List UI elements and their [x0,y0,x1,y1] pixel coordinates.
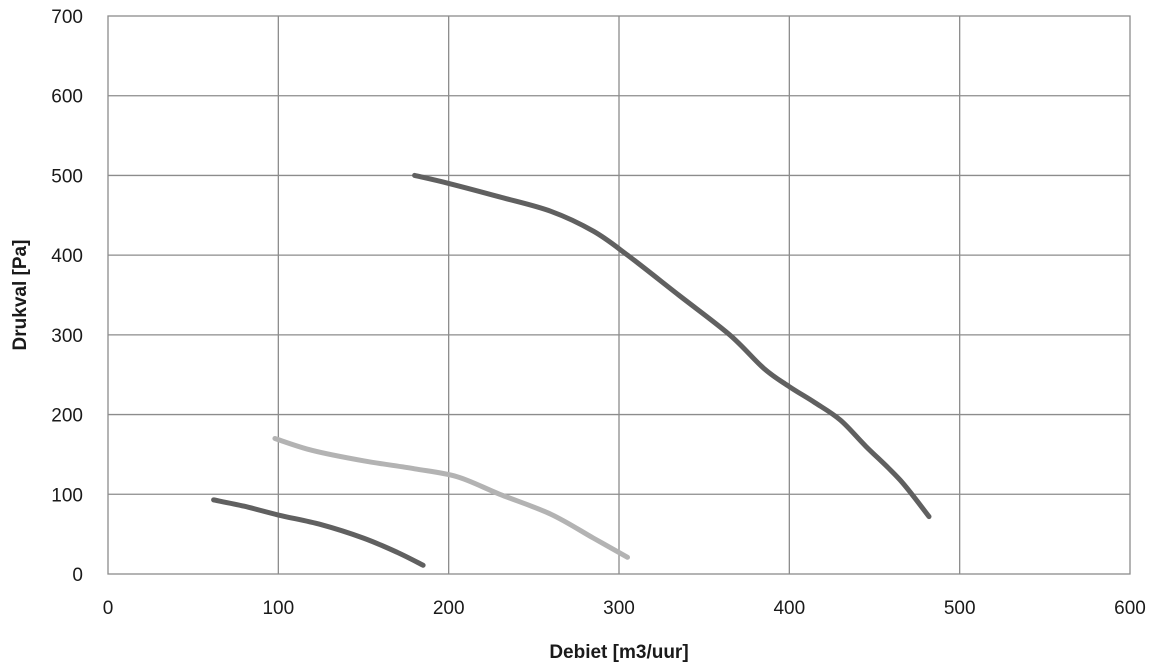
x-tick-label: 600 [1114,598,1146,619]
x-tick-label: 0 [103,598,114,619]
x-axis-title: Debiet [m3/uur] [549,642,688,663]
y-tick-label: 200 [51,406,83,427]
plot-frame [107,15,1131,575]
y-tick-label: 500 [51,166,83,187]
y-tick-label: 400 [51,246,83,267]
y-tick-label: 100 [51,485,83,506]
y-tick-label: 600 [51,87,83,108]
y-axis-title: Drukval [Pa] [10,240,31,351]
tick-labels: 0 100 200 300 400 500 600 0 100 200 300 400 500 600 70… [51,7,1146,619]
y-tick-label: 300 [51,326,83,347]
series-layer [211,172,932,568]
gridlines [107,15,1131,575]
series-line-3 [211,497,426,568]
series-line-2 [272,435,631,560]
x-tick-label: 200 [433,598,465,619]
y-tick-label: 0 [72,565,83,586]
y-tick-label: 700 [51,7,83,28]
series-line-1 [412,172,932,520]
x-tick-label: 500 [944,598,976,619]
x-tick-label: 300 [603,598,635,619]
x-tick-label: 100 [262,598,294,619]
x-tick-label: 400 [773,598,805,619]
